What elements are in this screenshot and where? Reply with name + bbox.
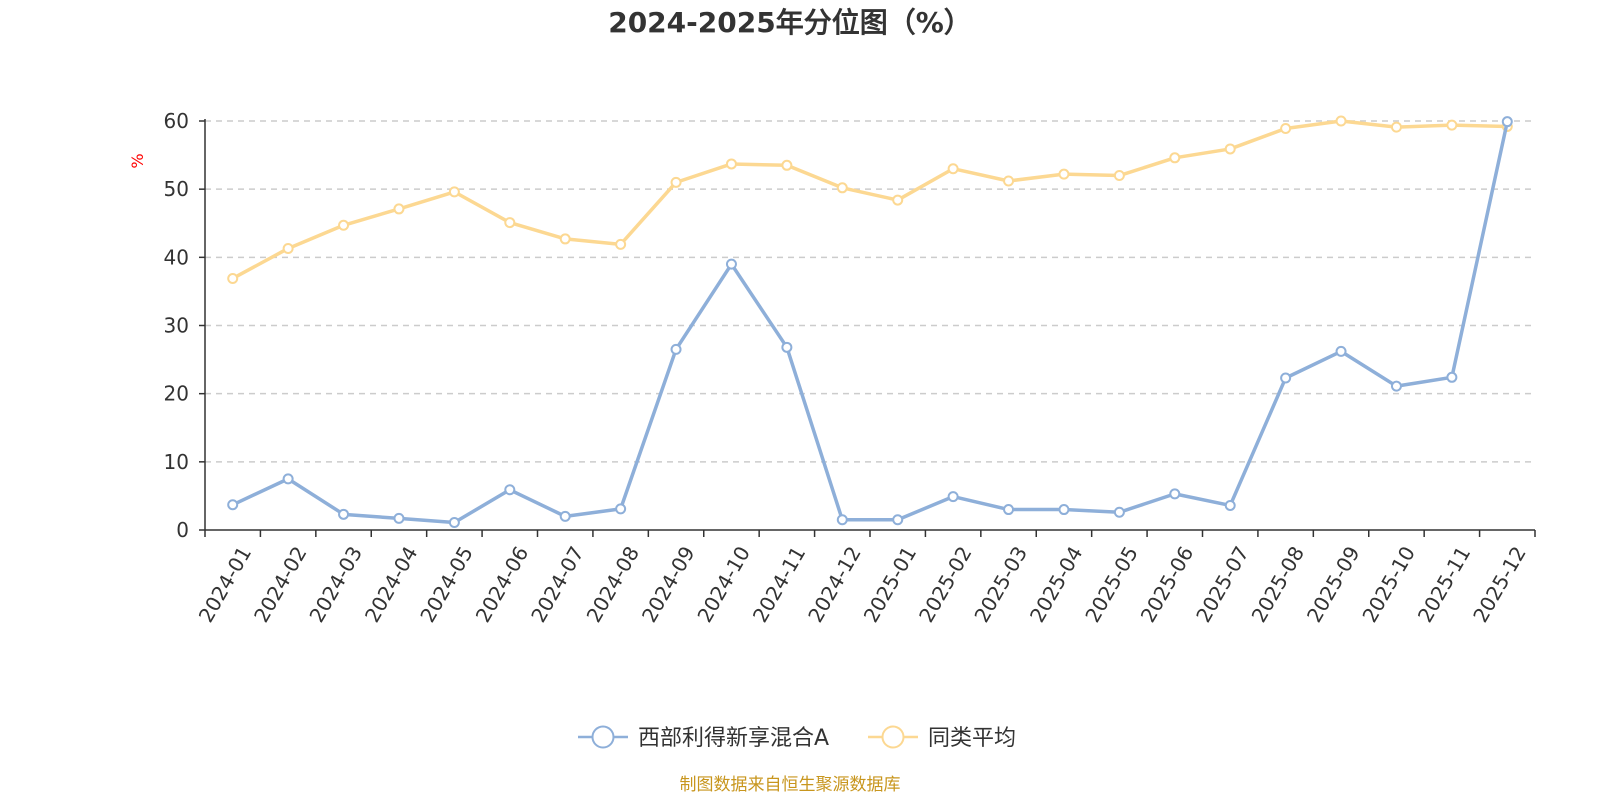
data-point[interactable] — [781, 159, 793, 171]
x-tick-label: 2024-08 — [582, 542, 645, 626]
series-0 — [227, 116, 1513, 529]
axes: 01020304050602024-012024-022024-032024-0… — [164, 109, 1536, 626]
data-point[interactable] — [282, 473, 294, 485]
y-tick-label: 30 — [164, 314, 189, 338]
x-tick-label: 2024-04 — [360, 542, 423, 626]
x-tick-label: 2024-06 — [471, 542, 534, 626]
data-point[interactable] — [1446, 119, 1458, 131]
data-point[interactable] — [1501, 116, 1513, 128]
y-tick-label: 20 — [164, 382, 189, 406]
data-point[interactable] — [504, 217, 516, 229]
x-tick-label: 2025-05 — [1080, 542, 1143, 626]
x-tick-label: 2024-05 — [415, 542, 478, 626]
data-point[interactable] — [559, 510, 571, 522]
data-point[interactable] — [725, 158, 737, 170]
data-point[interactable] — [1280, 122, 1292, 134]
legend-item-1[interactable]: 同类平均 — [868, 725, 1016, 751]
data-point[interactable] — [227, 499, 239, 511]
data-point[interactable] — [448, 186, 460, 198]
x-tick-label: 2024-03 — [304, 542, 367, 626]
x-tick-label: 2025-06 — [1136, 542, 1199, 626]
data-point[interactable] — [338, 508, 350, 520]
y-tick-label: 50 — [164, 177, 189, 201]
data-point[interactable] — [1446, 371, 1458, 383]
data-point[interactable] — [947, 491, 959, 503]
legend-label: 同类平均 — [928, 726, 1016, 751]
x-tick-label: 2024-10 — [692, 542, 755, 626]
data-point[interactable] — [947, 163, 959, 175]
x-tick-label: 2025-12 — [1468, 542, 1531, 626]
data-point[interactable] — [1003, 175, 1015, 187]
x-tick-label: 2025-08 — [1247, 542, 1310, 626]
data-point[interactable] — [1113, 506, 1125, 518]
data-point[interactable] — [615, 238, 627, 250]
legend-marker — [591, 725, 615, 749]
x-tick-label: 2024-11 — [748, 542, 811, 626]
data-point[interactable] — [892, 194, 904, 206]
data-point[interactable] — [670, 176, 682, 188]
x-tick-label: 2025-01 — [859, 542, 922, 626]
x-tick-label: 2024-09 — [637, 542, 700, 626]
data-point[interactable] — [1113, 170, 1125, 182]
grid — [205, 120, 1535, 463]
data-point[interactable] — [615, 503, 627, 515]
data-point[interactable] — [1058, 168, 1070, 180]
series-line — [231, 121, 1510, 525]
data-point[interactable] — [227, 272, 239, 284]
data-point[interactable] — [1224, 143, 1236, 155]
data-point[interactable] — [892, 514, 904, 526]
x-tick-label: 2024-12 — [803, 542, 866, 626]
y-tick-label: 40 — [164, 245, 189, 269]
y-tick-label: 60 — [164, 109, 189, 133]
series-line — [231, 119, 1508, 281]
x-tick-label: 2024-07 — [526, 542, 589, 626]
x-tick-label: 2024-02 — [249, 542, 312, 626]
legend-item-0[interactable]: 西部利得新享混合A — [578, 725, 829, 751]
data-point[interactable] — [448, 517, 460, 529]
data-point[interactable] — [1224, 499, 1236, 511]
legend: 西部利得新享混合A 同类平均 — [578, 725, 1016, 751]
legend-label: 西部利得新享混合A — [638, 726, 829, 751]
x-tick-label: 2025-02 — [914, 542, 977, 626]
x-tick-label: 2024-01 — [194, 542, 257, 626]
x-tick-label: 2025-07 — [1191, 542, 1254, 626]
x-tick-label: 2025-10 — [1357, 542, 1420, 626]
x-tick-label: 2025-09 — [1302, 542, 1365, 626]
data-point[interactable] — [1390, 121, 1402, 133]
data-point[interactable] — [1003, 504, 1015, 516]
x-tick-label: 2025-03 — [969, 542, 1032, 626]
data-point[interactable] — [1058, 504, 1070, 516]
chart-title: 2024-2025年分位图（%） — [608, 6, 972, 39]
data-point[interactable] — [393, 512, 405, 524]
y-axis-label: % — [128, 153, 147, 168]
series-1 — [227, 115, 1513, 284]
x-tick-label: 2025-04 — [1025, 542, 1088, 626]
source-note: 制图数据来自恒生聚源数据库 — [680, 775, 901, 795]
data-point[interactable] — [781, 341, 793, 353]
data-point[interactable] — [1169, 488, 1181, 500]
legend-marker — [881, 725, 905, 749]
data-point[interactable] — [338, 219, 350, 231]
data-point[interactable] — [559, 233, 571, 245]
y-tick-label: 10 — [164, 450, 189, 474]
data-point[interactable] — [725, 258, 737, 270]
data-point[interactable] — [282, 242, 294, 254]
data-point[interactable] — [504, 484, 516, 496]
y-tick-label: 0 — [176, 518, 189, 542]
series — [227, 115, 1513, 529]
data-point[interactable] — [1390, 380, 1402, 392]
data-point[interactable] — [1335, 115, 1347, 127]
data-point[interactable] — [670, 343, 682, 355]
data-point[interactable] — [1335, 345, 1347, 357]
data-point[interactable] — [836, 182, 848, 194]
data-point[interactable] — [393, 203, 405, 215]
data-point[interactable] — [1169, 152, 1181, 164]
data-point[interactable] — [1280, 372, 1292, 384]
data-point[interactable] — [836, 514, 848, 526]
x-tick-label: 2025-11 — [1413, 542, 1476, 626]
